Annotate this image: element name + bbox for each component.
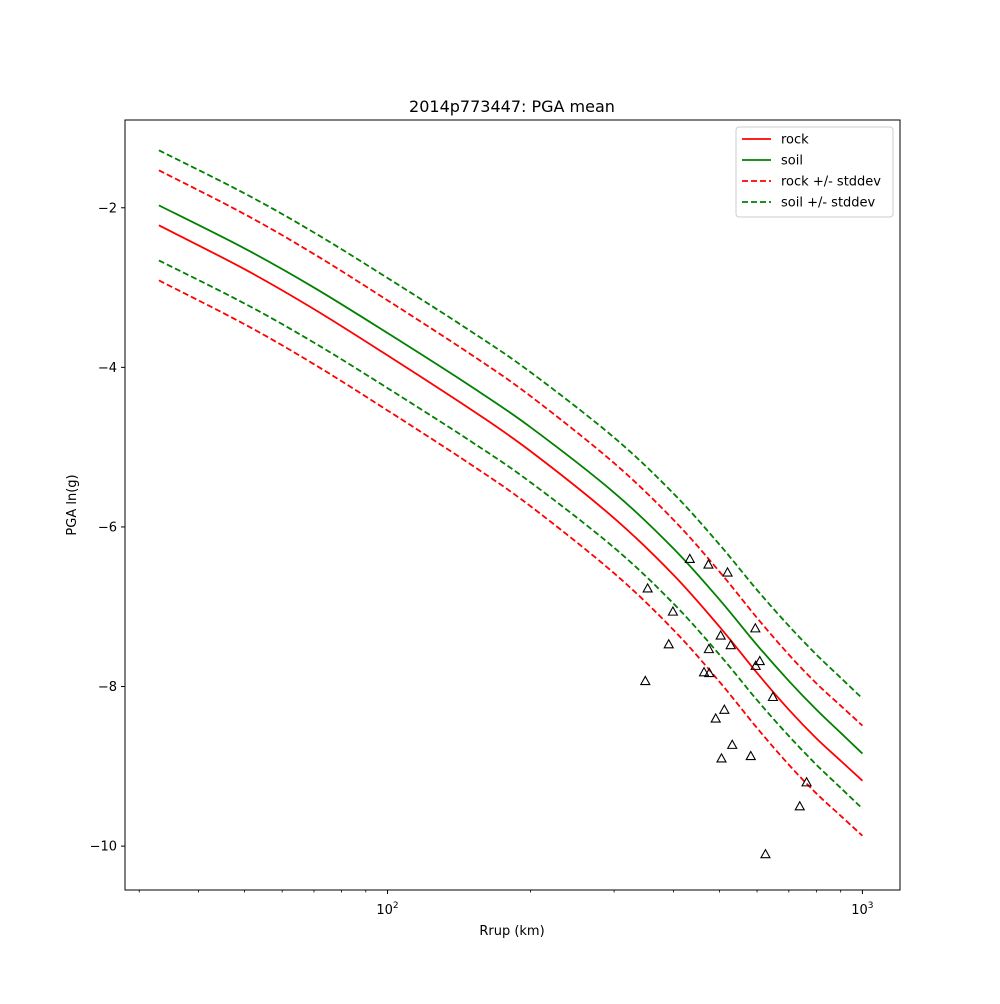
observation-point-2: [667, 605, 679, 616]
y-tick-label-3: −8: [98, 680, 117, 695]
observation-point-12: [749, 622, 761, 633]
observation-point-13: [750, 660, 762, 670]
legend-label-3: soil +/- stddev: [781, 196, 876, 211]
legend-label-2: rock +/- stddev: [781, 175, 881, 190]
observation-point-23: [801, 776, 813, 787]
y-tick-label-1: −4: [98, 361, 117, 376]
series-line-3: [158, 279, 864, 837]
y-tick-label-0: −2: [98, 201, 117, 216]
legend: rock soil rock +/- stddev soil +/- stddev: [735, 126, 894, 218]
observation-point-4: [684, 553, 696, 564]
plot-frame: [124, 119, 901, 891]
observation-point-0: [642, 582, 654, 593]
y-axis-label: PGA ln(g): [65, 474, 80, 535]
series-line-1: [158, 204, 864, 755]
observation-point-19: [716, 752, 727, 763]
observation-point-16: [710, 712, 722, 723]
observation-point-9: [703, 643, 715, 654]
observation-point-6: [722, 566, 733, 577]
observation-point-5: [703, 558, 714, 569]
series-line-0: [158, 224, 864, 782]
series-line-4: [158, 149, 864, 700]
observation-point-1: [639, 675, 651, 686]
observation-point-20: [745, 750, 757, 761]
axes: −2 −4 −6 −8 −10 102 103: [90, 201, 874, 918]
observation-point-3: [663, 638, 675, 649]
observation-point-15: [767, 691, 779, 702]
plot-area: [158, 149, 864, 859]
x-tick-label-1: 103: [851, 901, 873, 918]
observation-point-14: [754, 655, 766, 666]
y-tick-label-2: −6: [98, 520, 117, 535]
observation-point-10: [715, 629, 727, 640]
x-axis-label: Rrup (km): [479, 924, 544, 939]
x-tick-label-0: 102: [376, 901, 398, 918]
observation-point-22: [794, 800, 806, 811]
legend-label-1: soil: [781, 154, 803, 169]
series-line-5: [158, 259, 864, 810]
observation-point-18: [726, 739, 738, 749]
observation-point-11: [725, 639, 737, 650]
observation-point-8: [703, 667, 715, 678]
observation-point-21: [760, 848, 771, 859]
legend-label-0: rock: [781, 133, 809, 148]
chart-title: 2014p773447: PGA mean: [409, 97, 615, 116]
series-line-2: [158, 169, 864, 727]
observation-point-17: [718, 704, 730, 714]
legend-box: [735, 126, 894, 218]
y-tick-label-4: −10: [90, 840, 117, 855]
observation-point-7: [698, 666, 710, 677]
